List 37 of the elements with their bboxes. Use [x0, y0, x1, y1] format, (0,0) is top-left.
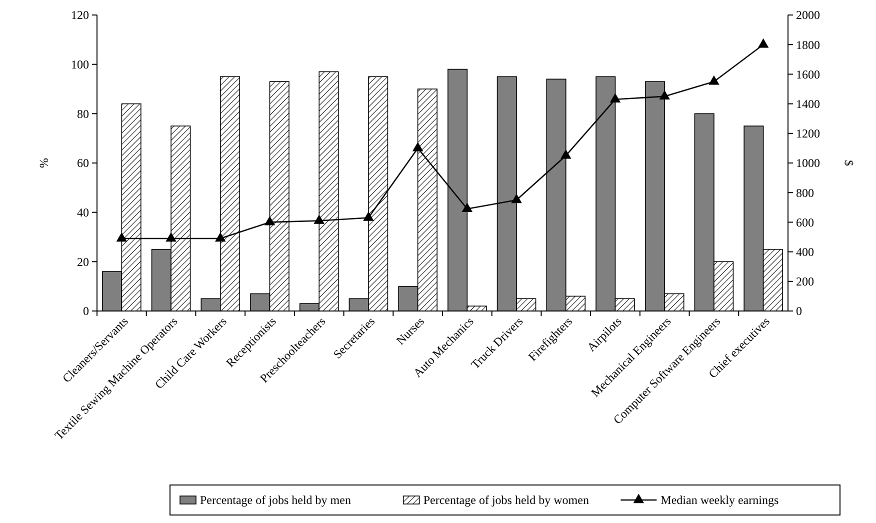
y2-tick-label: 200	[796, 274, 814, 289]
point	[610, 93, 621, 102]
y-tick-label: 20	[77, 254, 89, 269]
point	[758, 38, 769, 48]
y2-axis-title: $	[842, 160, 856, 166]
point	[215, 232, 226, 242]
y2-tick-label: 1600	[796, 67, 820, 82]
y2-tick-label: 800	[796, 186, 814, 200]
y-tick-label: 60	[77, 156, 89, 170]
y-tick-label: 80	[77, 106, 89, 121]
y-tick-label: 0	[83, 304, 89, 318]
y2-tick-label: 1400	[796, 97, 820, 111]
y-tick-label: 40	[77, 206, 89, 220]
y2-tick-label: 2000	[796, 8, 820, 22]
y2-tick-label: 1200	[796, 126, 820, 141]
point	[412, 142, 424, 152]
y2-tick-label: 0	[796, 304, 802, 318]
y2-tick-label: 600	[796, 215, 814, 230]
point	[363, 212, 374, 221]
y2-tick-label: 1000	[796, 156, 820, 170]
point	[462, 202, 473, 212]
y2-tick-label: 1800	[796, 38, 820, 52]
point	[560, 149, 572, 159]
point	[708, 75, 720, 85]
point	[314, 214, 324, 224]
legend-label: Percentage of jobs held by men	[200, 493, 351, 508]
y-tick-label: 100	[71, 58, 89, 72]
point	[166, 232, 176, 242]
point	[264, 216, 276, 226]
point	[511, 194, 522, 204]
point	[659, 90, 670, 100]
point	[116, 232, 128, 242]
legend-label: Median weekly earnings	[660, 493, 779, 508]
y2-tick-label: 400	[796, 245, 814, 259]
y-tick-label: 120	[71, 8, 89, 22]
y-axis-title: %	[37, 158, 51, 168]
legend-label: Percentage of jobs held by women	[423, 493, 589, 508]
